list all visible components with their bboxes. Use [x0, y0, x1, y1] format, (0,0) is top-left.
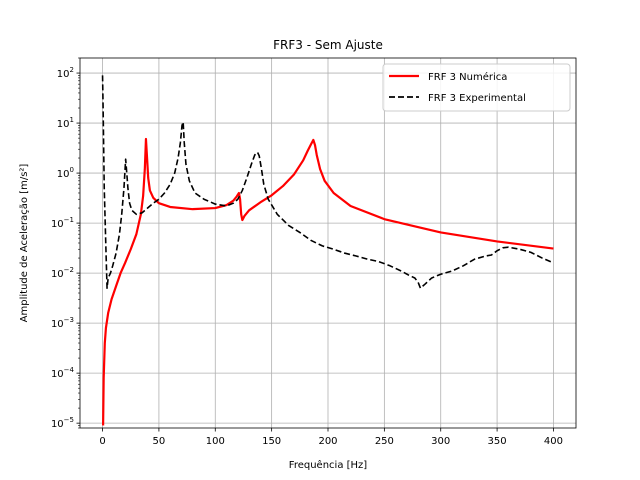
y-tick-base: 10 — [57, 69, 70, 80]
x-tick-label: 150 — [262, 436, 281, 447]
y-tick-base: 10 — [57, 119, 70, 130]
x-tick-label: 350 — [488, 436, 507, 447]
y-tick-base: 10 — [57, 169, 70, 180]
y-minor-ticks — [78, 57, 80, 429]
y-tick-label: 10−4 — [51, 366, 75, 380]
y-tick-label: 101 — [57, 116, 74, 130]
y-tick-exponent: 2 — [70, 66, 74, 74]
legend-label-experimental: FRF 3 Experimental — [428, 93, 526, 104]
x-tick-label: 100 — [206, 436, 225, 447]
y-tick-label: 100 — [57, 166, 74, 180]
legend: FRF 3 Numérica FRF 3 Experimental — [382, 63, 571, 112]
y-tick-exponent: −2 — [64, 266, 74, 274]
x-tick-label: 400 — [544, 436, 563, 447]
legend-box — [382, 63, 571, 112]
y-tick-base: 10 — [51, 419, 64, 430]
x-tick-label: 50 — [153, 436, 166, 447]
x-tick-label: 250 — [375, 436, 394, 447]
series-group — [101, 75, 554, 426]
y-tick-label: 102 — [57, 66, 74, 80]
x-tick-label: 300 — [431, 436, 450, 447]
y-tick-exponent: −5 — [64, 416, 74, 424]
y-tick-exponent: 0 — [70, 166, 74, 174]
y-tick-base: 10 — [51, 319, 64, 330]
chart-title: FRF3 - Sem Ajuste — [273, 38, 383, 52]
series-line-numerica — [102, 137, 554, 426]
y-tick-base: 10 — [51, 369, 64, 380]
grid — [80, 58, 576, 428]
y-tick-base: 10 — [51, 219, 64, 230]
y-tick-exponent: 1 — [70, 116, 74, 124]
y-tick-label: 10−3 — [51, 316, 74, 330]
y-tick-label: 10−1 — [51, 216, 74, 230]
y-axis-label: Amplitude de Aceleração [m/s²] — [19, 164, 30, 323]
y-tick-exponent: −1 — [64, 216, 74, 224]
legend-label-numerica: FRF 3 Numérica — [428, 71, 507, 83]
x-tick-label: 0 — [99, 436, 105, 447]
y-tick-base: 10 — [51, 269, 64, 280]
x-tick-label: 200 — [318, 436, 337, 447]
x-axis-label: Frequência [Hz] — [289, 459, 367, 471]
y-tick-exponent: −4 — [64, 366, 75, 374]
axis-ticks: 0 50 100 150 200 250 300 350 40010−510−410−310−2… — [51, 57, 563, 447]
y-tick-label: 10−5 — [51, 416, 74, 430]
y-tick-exponent: −3 — [64, 316, 74, 324]
y-tick-label: 10−2 — [51, 266, 74, 280]
series-line-experimental — [101, 75, 554, 289]
